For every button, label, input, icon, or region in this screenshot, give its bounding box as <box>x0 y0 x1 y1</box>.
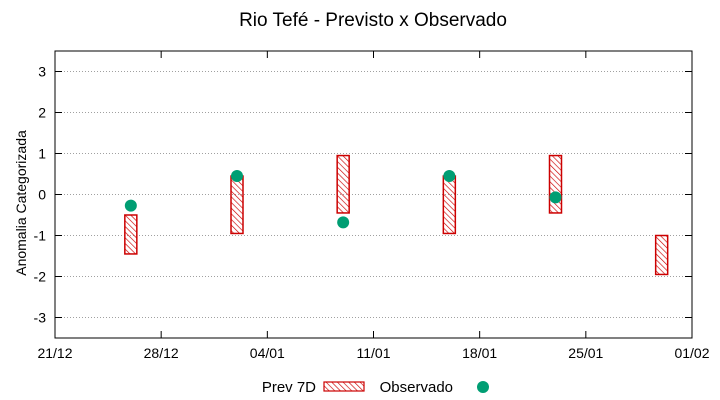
legend-marker-observed <box>477 381 489 393</box>
forecast-range-bar <box>548 154 563 214</box>
observed-point <box>549 191 562 204</box>
y-axis-label: Anomalia Categorizada <box>13 130 29 276</box>
legend-swatch-forecast <box>323 381 365 392</box>
series-layer <box>124 154 669 276</box>
y-tick-label: 1 <box>38 146 46 162</box>
y-tick-label: 0 <box>38 187 46 203</box>
axis-ticks: -3 -2 -1 0 1 2 3 21/12 28/12 04/01 11/01 18/01 25/01… <box>34 51 710 361</box>
forecast-range-bar <box>230 175 244 235</box>
y-tick-label: 2 <box>38 105 46 121</box>
observed-point <box>337 216 350 229</box>
y-tick-label: 3 <box>38 64 46 80</box>
legend-label-observed: Observado <box>380 379 453 396</box>
x-tick-label: 01/02 <box>674 345 709 361</box>
y-tick-label: -3 <box>34 310 47 326</box>
chart-title: Rio Tefé - Previsto x Observado <box>239 10 507 31</box>
forecast-range-bar <box>124 214 138 255</box>
forecast-range-bar <box>336 154 350 214</box>
forecast-range-bar <box>654 234 669 276</box>
x-tick-label: 11/01 <box>357 345 391 361</box>
observed-point <box>231 170 243 183</box>
legend-label-forecast: Prev 7D <box>262 379 316 396</box>
legend: Prev 7D Observado <box>262 379 489 396</box>
x-tick-label: 18/01 <box>462 345 497 361</box>
y-tick-label: -1 <box>34 228 47 244</box>
observed-point <box>124 199 137 212</box>
x-tick-label: 25/01 <box>568 345 603 361</box>
x-tick-label: 21/12 <box>37 345 72 361</box>
observed-point <box>443 170 456 183</box>
x-tick-label: 04/01 <box>250 345 285 361</box>
y-tick-label: -2 <box>34 269 47 285</box>
forecast-range-bar <box>442 175 457 235</box>
grid-lines <box>55 71 692 318</box>
x-tick-label: 28/12 <box>144 345 179 361</box>
